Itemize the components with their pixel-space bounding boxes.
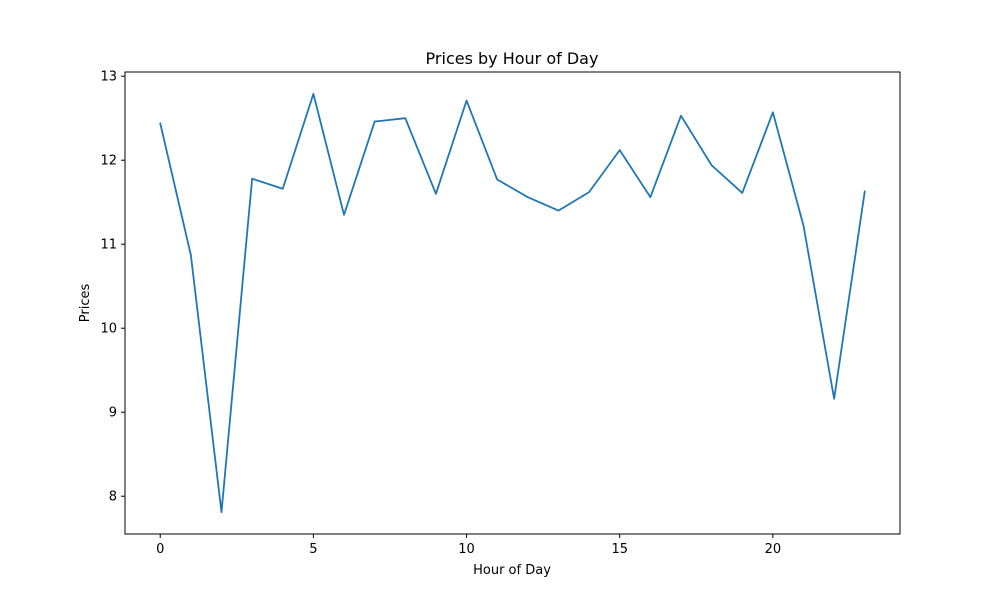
y-axis: 8 9 10 11 12 13 (100, 70, 125, 505)
y-tick-label: 8 (109, 490, 117, 505)
y-tick-label: 11 (100, 238, 117, 253)
chart-title: Prices by Hour of Day (426, 49, 599, 68)
y-tick-label: 13 (100, 70, 117, 85)
series-line (159, 92, 866, 514)
x-tick-label: 0 (156, 542, 164, 557)
x-tick-label: 20 (765, 542, 782, 557)
y-axis-label: Prices (78, 284, 93, 323)
x-tick-label: 5 (309, 542, 317, 557)
series-layer (159, 92, 866, 514)
x-axis-label: Hour of Day (473, 563, 551, 578)
plot-frame (124, 71, 901, 535)
y-tick-label: 9 (109, 406, 117, 421)
y-tick-label: 10 (100, 322, 117, 337)
x-tick-label: 15 (611, 542, 628, 557)
x-tick-label: 10 (458, 542, 475, 557)
y-tick-label: 12 (100, 154, 117, 169)
x-axis: 0 5 10 15 20 (156, 534, 781, 557)
